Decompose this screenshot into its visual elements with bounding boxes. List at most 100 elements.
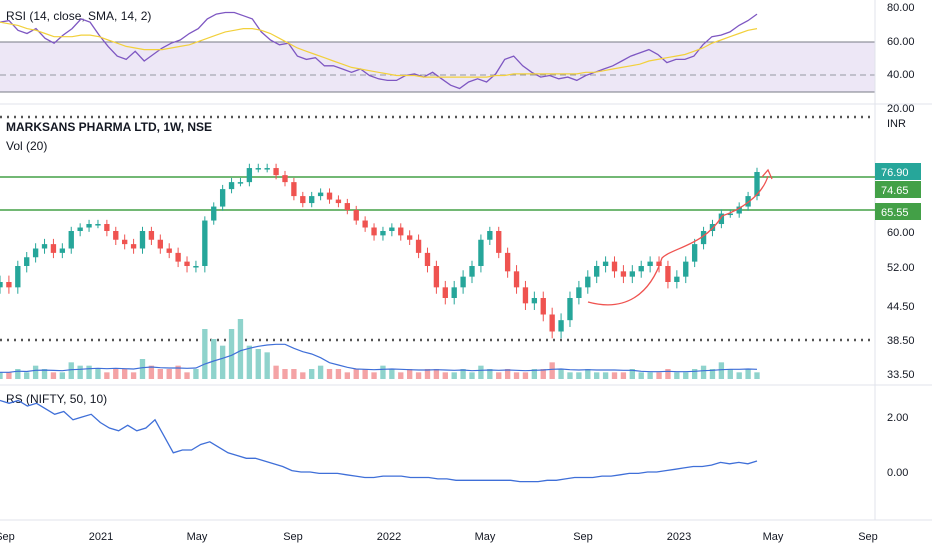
rsi-tick-60: 60.00 xyxy=(887,36,915,48)
candle-body xyxy=(460,276,466,288)
candle-body xyxy=(95,224,101,226)
volume-bar xyxy=(335,369,342,379)
volume-bar xyxy=(237,319,244,379)
time-axis-label: Sep xyxy=(283,531,303,543)
candle-body xyxy=(326,192,333,200)
volume-ma-line xyxy=(0,343,758,373)
candle-body xyxy=(86,224,92,228)
volume-bar xyxy=(683,372,689,379)
price-tick-60: 60.00 xyxy=(887,227,915,239)
volume-bar xyxy=(122,369,128,379)
candle-body xyxy=(300,196,306,204)
candle-body xyxy=(718,213,725,225)
rsi-tick-40: 40.00 xyxy=(887,69,915,81)
candle-body xyxy=(415,239,422,253)
volume-bar xyxy=(611,372,618,379)
candle-body xyxy=(478,239,484,266)
candle-body xyxy=(745,196,751,207)
candle-body xyxy=(184,261,190,266)
candle-body xyxy=(6,282,12,288)
volume-bar xyxy=(68,362,74,379)
candle-body xyxy=(549,314,555,332)
candle-body xyxy=(736,206,742,214)
volume-bar xyxy=(629,369,635,379)
volume-bar xyxy=(451,372,457,379)
volume-bar xyxy=(193,369,199,379)
volume-bar xyxy=(139,359,146,379)
price-level-tag-label: 76.90 xyxy=(881,167,909,179)
volume-bar xyxy=(745,369,751,379)
volume-bar xyxy=(513,372,520,379)
rsi-tick-20: 20.00 xyxy=(887,103,915,115)
candle-body xyxy=(398,227,404,236)
price-level-tag xyxy=(875,163,921,180)
volume-bar xyxy=(647,372,653,379)
price-tick-52: 52.00 xyxy=(887,262,915,274)
volume-bar xyxy=(602,372,609,379)
candle-body xyxy=(674,276,680,282)
rs-line xyxy=(0,399,758,483)
candle-body xyxy=(317,192,324,197)
volume-bar xyxy=(674,372,680,379)
volume-bar xyxy=(549,362,555,379)
volume-bar xyxy=(442,372,448,379)
candle-body xyxy=(700,231,707,245)
candle-body xyxy=(540,298,546,315)
volume-bar xyxy=(406,369,413,379)
candle-body xyxy=(629,271,635,277)
volume-bar xyxy=(104,372,110,379)
candle-body xyxy=(211,206,217,221)
candle-body xyxy=(594,266,600,277)
volume-bar xyxy=(166,369,172,379)
candle-body xyxy=(228,182,235,190)
candle-body xyxy=(335,199,342,204)
candle-body xyxy=(122,239,128,245)
volume-bar xyxy=(487,369,493,379)
rs-tick-2: 2.00 xyxy=(887,412,908,424)
volume-bar xyxy=(433,369,440,379)
volume-bar xyxy=(531,369,538,379)
volume-bar xyxy=(398,372,404,379)
price-level-tag xyxy=(875,203,921,220)
candle-body xyxy=(344,203,351,211)
volume-bar xyxy=(567,372,573,379)
candle-body xyxy=(389,227,395,231)
volume-bar xyxy=(362,369,368,379)
volume-bar xyxy=(371,372,377,379)
time-axis-label: Sep xyxy=(858,531,878,543)
candle-body xyxy=(202,220,208,266)
rs-tick-0: 0.00 xyxy=(887,467,908,479)
volume-bar xyxy=(291,369,297,379)
volume-bar xyxy=(228,329,235,379)
volume-bar xyxy=(424,369,431,379)
volume-bar xyxy=(718,362,725,379)
volume-bar xyxy=(264,352,270,379)
candle-body xyxy=(558,320,564,332)
candle-body xyxy=(0,282,3,288)
candle-body xyxy=(442,287,448,298)
volume-bar xyxy=(24,372,30,379)
volume-bar xyxy=(469,372,475,379)
candle-body xyxy=(32,248,39,258)
volume-bar xyxy=(50,372,57,379)
trend-arrow xyxy=(587,175,769,306)
volume-bar xyxy=(95,369,101,379)
candle-body xyxy=(309,196,315,204)
candle-body xyxy=(273,168,279,176)
price-level-tag-label: 65.55 xyxy=(881,207,909,219)
volume-bar xyxy=(15,369,21,379)
symbol-title: MARKSANS PHARMA LTD, 1W, NSE xyxy=(6,120,212,134)
time-axis-label: Sep xyxy=(573,531,593,543)
rs-panel: RS (NIFTY, 50, 10) 2.00 0.00 xyxy=(0,392,908,483)
candle-body xyxy=(219,189,226,207)
time-axis-label: May xyxy=(763,531,784,543)
volume-bar xyxy=(175,365,181,379)
candle-body xyxy=(647,261,653,266)
candle-body xyxy=(50,244,57,253)
candle-body xyxy=(371,227,377,236)
candle-body xyxy=(638,266,644,272)
volume-bar xyxy=(700,365,707,379)
volume-bar xyxy=(638,372,644,379)
